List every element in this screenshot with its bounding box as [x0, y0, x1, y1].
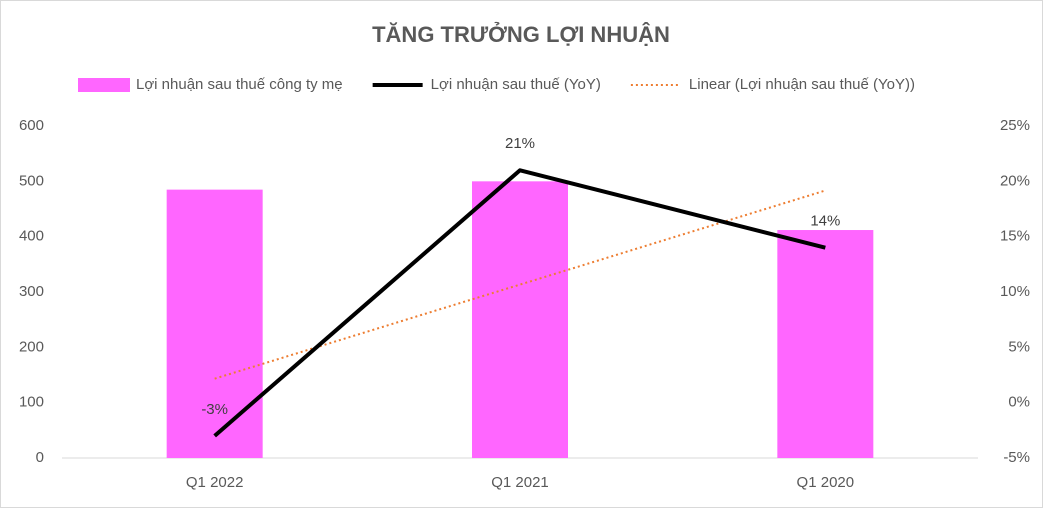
y2-tick-label: -5%: [1003, 449, 1030, 466]
x-tick-label: Q1 2022: [186, 474, 244, 491]
legend-label: Linear (Lợi nhuận sau thuế (YoY)): [689, 76, 915, 93]
y2-tick-label: 0%: [1008, 394, 1030, 411]
legend-label: Lợi nhuận sau thuế (YoY): [431, 76, 601, 93]
y2-tick-label: 15%: [1000, 228, 1030, 245]
bar: [472, 181, 568, 459]
data-label: 14%: [810, 213, 840, 230]
x-tick-label: Q1 2020: [797, 474, 855, 491]
legend-label: Lợi nhuận sau thuế công ty mẹ: [136, 76, 343, 93]
y-tick-label: 100: [19, 394, 44, 411]
y2-tick-label: 5%: [1008, 338, 1030, 355]
x-tick-label: Q1 2021: [491, 474, 549, 491]
y-tick-label: 600: [19, 117, 44, 134]
y-tick-label: 300: [19, 283, 44, 300]
legend-swatch: [78, 78, 130, 92]
y2-tick-label: 10%: [1000, 283, 1030, 300]
bar: [166, 189, 263, 458]
line: [213, 168, 826, 438]
y-tick-label: 500: [19, 172, 44, 189]
y-tick-label: 0: [36, 449, 44, 466]
y-tick-label: 400: [19, 228, 44, 245]
y2-tick-label: 25%: [1000, 117, 1030, 134]
y2-tick-label: 20%: [1000, 172, 1030, 189]
data-label: 21%: [505, 135, 535, 152]
y-tick-label: 200: [19, 338, 44, 355]
bar: [777, 230, 874, 458]
data-label: -3%: [201, 401, 228, 418]
chart-title: TĂNG TRƯỞNG LỢI NHUẬN: [372, 22, 670, 47]
